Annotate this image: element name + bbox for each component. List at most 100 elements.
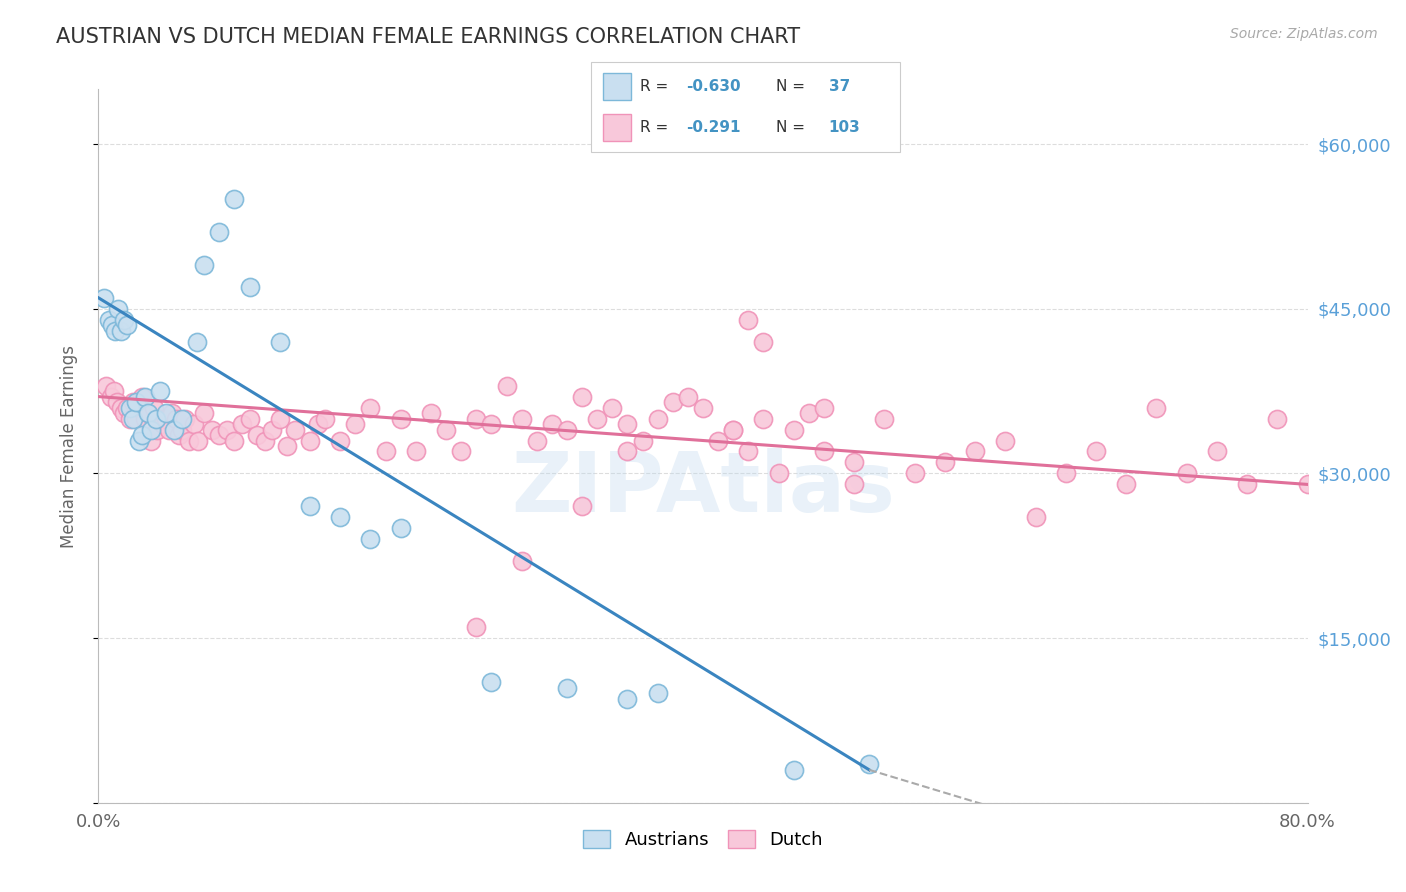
Text: ZIPAtlas: ZIPAtlas bbox=[510, 449, 896, 529]
Point bbox=[136, 406, 159, 420]
Point bbox=[193, 258, 215, 272]
Point bbox=[120, 411, 142, 425]
Point bbox=[94, 378, 117, 392]
Point bbox=[389, 411, 412, 425]
Point bbox=[540, 417, 562, 431]
Point bbox=[163, 423, 186, 437]
Point bbox=[131, 390, 153, 404]
Text: 103: 103 bbox=[828, 120, 860, 135]
Point bbox=[276, 439, 298, 453]
Point bbox=[752, 334, 775, 349]
Point bbox=[965, 444, 987, 458]
Point bbox=[813, 444, 835, 458]
Point bbox=[141, 423, 163, 437]
Point bbox=[167, 428, 190, 442]
Point bbox=[215, 423, 238, 437]
Point bbox=[723, 423, 745, 437]
Point bbox=[465, 411, 488, 425]
Point bbox=[299, 500, 322, 514]
Point bbox=[170, 423, 193, 437]
Point bbox=[146, 423, 169, 437]
Point bbox=[128, 401, 150, 415]
Point bbox=[571, 500, 593, 514]
Point bbox=[262, 423, 284, 437]
Point bbox=[405, 444, 427, 458]
Point bbox=[389, 521, 412, 535]
Text: R =: R = bbox=[640, 120, 673, 135]
Point bbox=[136, 406, 159, 420]
Point bbox=[120, 401, 142, 415]
Point bbox=[224, 192, 246, 206]
Point bbox=[246, 428, 269, 442]
Point bbox=[299, 434, 322, 448]
Point bbox=[783, 763, 806, 777]
Point bbox=[100, 390, 122, 404]
Point bbox=[481, 417, 503, 431]
Point bbox=[360, 401, 382, 415]
Point bbox=[858, 757, 880, 772]
Point bbox=[934, 455, 956, 469]
Point bbox=[481, 675, 503, 690]
Point bbox=[676, 390, 699, 404]
Point bbox=[374, 444, 396, 458]
Point bbox=[253, 434, 276, 448]
Point bbox=[555, 423, 578, 437]
Point bbox=[152, 417, 174, 431]
Point bbox=[360, 533, 382, 547]
Point bbox=[187, 434, 209, 448]
Point bbox=[239, 280, 262, 294]
Text: -0.291: -0.291 bbox=[686, 120, 741, 135]
Point bbox=[112, 406, 135, 420]
Point bbox=[631, 434, 654, 448]
Point bbox=[526, 434, 548, 448]
Point bbox=[125, 395, 148, 409]
Point bbox=[269, 411, 291, 425]
Point bbox=[208, 428, 231, 442]
Point bbox=[110, 401, 132, 415]
Point bbox=[752, 411, 775, 425]
Point bbox=[495, 378, 517, 392]
Point bbox=[420, 406, 443, 420]
Point bbox=[844, 477, 866, 491]
Point bbox=[307, 417, 329, 431]
Point bbox=[115, 318, 138, 333]
Point bbox=[994, 434, 1017, 448]
Point bbox=[616, 417, 638, 431]
Point bbox=[170, 411, 193, 425]
Point bbox=[141, 434, 163, 448]
Point bbox=[131, 428, 153, 442]
Point bbox=[707, 434, 730, 448]
Point bbox=[122, 411, 145, 425]
Point bbox=[183, 417, 205, 431]
Point bbox=[873, 411, 896, 425]
Point bbox=[125, 411, 148, 425]
Point bbox=[1146, 401, 1168, 415]
Point bbox=[159, 423, 181, 437]
Point bbox=[93, 291, 115, 305]
Point bbox=[149, 411, 172, 425]
Text: Source: ZipAtlas.com: Source: ZipAtlas.com bbox=[1230, 27, 1378, 41]
Point bbox=[510, 554, 533, 568]
Point bbox=[692, 401, 714, 415]
Point bbox=[1054, 467, 1077, 481]
Point bbox=[104, 324, 127, 338]
Point bbox=[284, 423, 307, 437]
Point bbox=[101, 318, 124, 333]
Point bbox=[723, 423, 745, 437]
Point bbox=[329, 510, 352, 524]
Point bbox=[1296, 477, 1319, 491]
Point bbox=[329, 434, 352, 448]
Point bbox=[1024, 510, 1046, 524]
Point bbox=[1175, 467, 1198, 481]
Point bbox=[162, 406, 184, 420]
Legend: Austrians, Dutch: Austrians, Dutch bbox=[575, 821, 831, 858]
Point bbox=[602, 401, 624, 415]
Point bbox=[231, 417, 253, 431]
Point bbox=[239, 411, 262, 425]
Point bbox=[647, 686, 669, 700]
FancyBboxPatch shape bbox=[603, 114, 631, 141]
Point bbox=[616, 691, 638, 706]
FancyBboxPatch shape bbox=[603, 73, 631, 100]
Point bbox=[107, 301, 129, 316]
Point bbox=[737, 312, 759, 326]
